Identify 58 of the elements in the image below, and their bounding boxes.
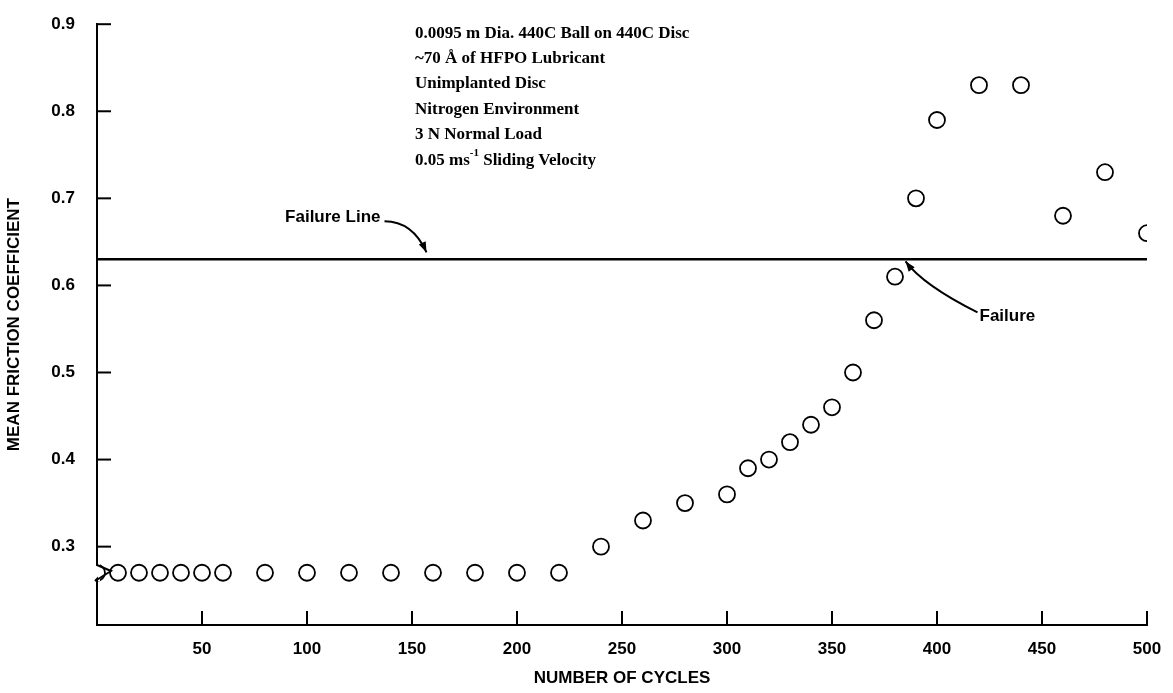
- point: [634, 511, 652, 530]
- point: [1054, 206, 1072, 225]
- x-tick-label: 400: [922, 638, 952, 658]
- y-tick-label: 0.8: [51, 100, 75, 120]
- x-tick-label: 500: [1132, 638, 1162, 658]
- point: [886, 267, 904, 286]
- annotation: Nitrogen Environment: [415, 98, 580, 118]
- point: [382, 563, 400, 582]
- x-tick-label: 200: [502, 638, 532, 658]
- point: [676, 494, 694, 512]
- x-axis-title: NUMBER OF CYCLES: [533, 668, 711, 688]
- point: [466, 563, 484, 582]
- y-axis-title: MEAN FRICTION COEFFICIENT: [3, 197, 23, 452]
- x-tick-label: 150: [397, 638, 427, 658]
- point: [340, 563, 358, 582]
- x-tick-label: 100: [292, 638, 322, 658]
- point: [109, 563, 127, 582]
- point: [550, 563, 568, 582]
- annotation: ~70 Å of HFPO Lubricant: [415, 47, 606, 67]
- point: [1012, 76, 1030, 95]
- point: [193, 563, 211, 582]
- point: [865, 311, 883, 330]
- x-tick-label: 250: [607, 638, 637, 658]
- point: [1096, 163, 1114, 182]
- ref-line-label: Failure Line: [285, 206, 381, 226]
- y-tick-label: 0.7: [51, 188, 75, 208]
- point: [424, 563, 442, 582]
- y-tick-label: 0.6: [51, 275, 75, 295]
- x-tick-label: 350: [817, 638, 847, 658]
- point: [739, 459, 757, 478]
- point: [970, 76, 988, 95]
- point: [823, 398, 841, 417]
- point: [298, 563, 316, 582]
- point: [508, 563, 526, 582]
- annotation: 0.0095 m Dia. 440C Ball on 440C Disc: [415, 22, 690, 42]
- point: [718, 485, 736, 504]
- point: [844, 363, 862, 382]
- annotation: 3 N Normal Load: [415, 124, 543, 144]
- point: [802, 415, 820, 434]
- point: [214, 563, 232, 582]
- y-tick-label: 0.4: [51, 449, 76, 469]
- y-tick-label: 0.3: [51, 536, 75, 556]
- point: [928, 111, 946, 129]
- point: [907, 189, 925, 208]
- point: [781, 433, 799, 452]
- point: [151, 563, 169, 582]
- point: [172, 563, 190, 582]
- x-tick-label: 300: [712, 638, 742, 658]
- x-tick-label: 50: [192, 638, 212, 658]
- annotation: Unimplanted Disc: [415, 73, 547, 93]
- point: [256, 563, 274, 582]
- point: [592, 537, 610, 556]
- point: [760, 450, 778, 469]
- y-tick-label: 0.5: [51, 362, 75, 382]
- x-tick-label: 450: [1027, 638, 1057, 658]
- y-tick-label: 0.9: [51, 13, 75, 33]
- point: [130, 563, 148, 582]
- annotation: Failure: [979, 305, 1036, 325]
